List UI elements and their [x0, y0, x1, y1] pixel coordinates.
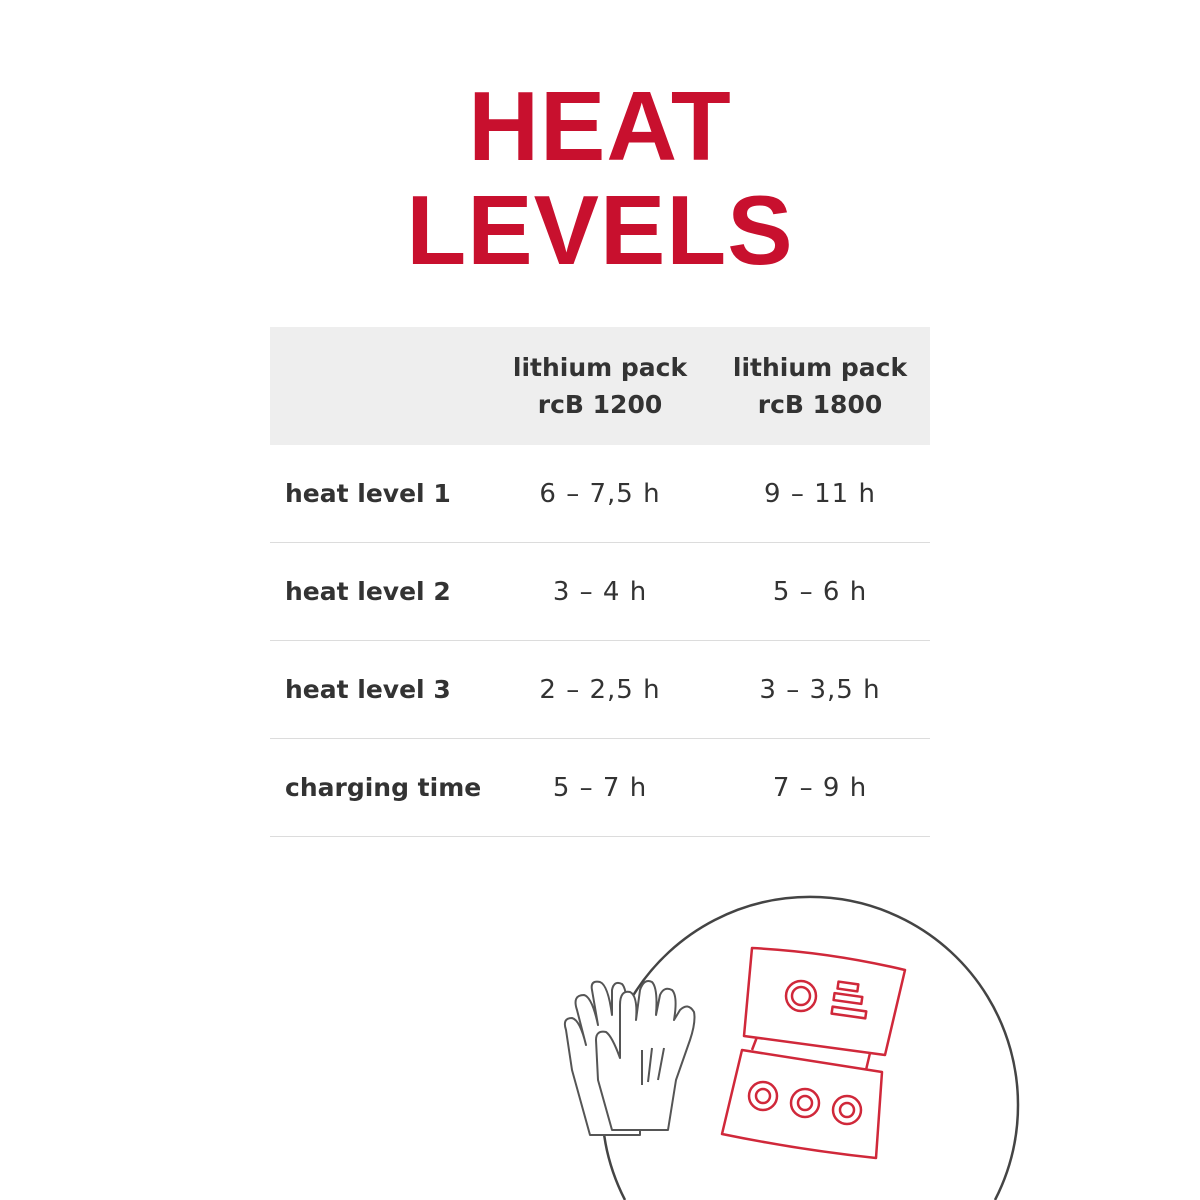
- cell-rcb1800: 9 – 11 h: [710, 445, 930, 543]
- cell-rcb1200: 2 – 2,5 h: [490, 640, 710, 739]
- title-line-1: HEAT: [468, 71, 732, 181]
- cell-rcb1800: 7 – 9 h: [710, 738, 930, 837]
- table-row: heat level 1 6 – 7,5 h 9 – 11 h: [270, 445, 930, 543]
- row-label: heat level 3: [270, 640, 490, 739]
- table-row: heat level 3 2 – 2,5 h 3 – 3,5 h: [270, 640, 930, 739]
- row-label: heat level 2: [270, 542, 490, 641]
- page-title: HEAT LEVELS: [0, 74, 1200, 282]
- gloves-icon: [563, 980, 696, 1136]
- table-row: charging time 5 – 7 h 7 – 9 h: [270, 738, 930, 837]
- cell-rcb1800: 5 – 6 h: [710, 542, 930, 641]
- row-label: heat level 1: [270, 445, 490, 543]
- cell-rcb1800: 3 – 3,5 h: [710, 640, 930, 739]
- heat-levels-table: lithium pack rcB 1200 lithium pack rcB 180…: [270, 327, 930, 837]
- header-rcb1800: lithium pack rcB 1800: [732, 353, 908, 419]
- cell-rcb1200: 6 – 7,5 h: [490, 445, 710, 543]
- row-label: charging time: [270, 738, 490, 837]
- header-rcb1200: lithium pack rcB 1200: [512, 353, 688, 419]
- table-row: heat level 2 3 – 4 h 5 – 6 h: [270, 542, 930, 641]
- cell-rcb1200: 5 – 7 h: [490, 738, 710, 837]
- title-line-2: LEVELS: [406, 175, 794, 285]
- battery-pack-icon: [720, 946, 907, 1160]
- cell-rcb1200: 3 – 4 h: [490, 542, 710, 641]
- table-header-row: lithium pack rcB 1200 lithium pack rcB 180…: [270, 327, 930, 445]
